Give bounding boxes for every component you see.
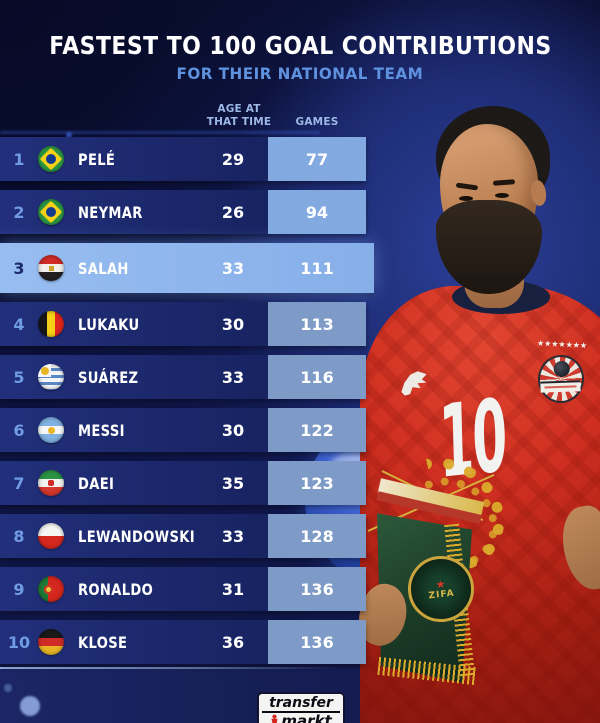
bokeh-dot <box>4 684 12 692</box>
games-cell: 94 <box>268 190 366 234</box>
player-eye <box>495 193 509 198</box>
rank: 10 <box>7 632 31 652</box>
age-value: 36 <box>221 632 245 652</box>
table-row: 6 MESSI 30 122 <box>0 408 366 452</box>
player-name: KLOSE <box>78 632 128 652</box>
games-value: 136 <box>300 632 334 652</box>
games-value: 128 <box>300 526 334 546</box>
table-row: 5 SUÁREZ 33 116 <box>0 355 366 399</box>
rank: 8 <box>13 526 25 546</box>
table-row: 4 LUKAKU 30 113 <box>0 302 366 346</box>
bokeh-dot <box>66 132 72 138</box>
brazil-flag-icon <box>38 199 64 225</box>
poland-flag-icon <box>38 523 64 549</box>
column-header-age: AGE AT THAT TIME <box>206 103 272 128</box>
pennant-text: ZIFA <box>428 588 456 601</box>
rank: 7 <box>13 473 25 493</box>
games-cell: 136 <box>268 620 366 664</box>
logo-text-transfer: transfer <box>262 695 340 713</box>
rank: 1 <box>13 149 25 169</box>
player-name: LUKAKU <box>78 314 140 334</box>
brazil-flag-icon <box>38 146 64 172</box>
page-title: FASTEST TO 100 GOAL CONTRIBUTIONS <box>48 31 552 60</box>
rank: 5 <box>13 367 25 387</box>
table-row: 9 RONALDO 31 136 <box>0 567 366 611</box>
table-row: 2 NEYMAR 26 94 <box>0 190 366 234</box>
age-value: 26 <box>221 202 245 222</box>
games-cell: 116 <box>268 355 366 399</box>
argentina-flag-icon <box>38 417 64 443</box>
belgium-flag-icon <box>38 311 64 337</box>
games-cell: 128 <box>268 514 366 558</box>
rank: 3 <box>13 258 25 278</box>
games-value: 113 <box>300 314 334 334</box>
games-value: 77 <box>305 149 329 169</box>
table-row: 1 PELÉ 29 77 <box>0 137 366 181</box>
age-value: 29 <box>221 149 245 169</box>
page-subtitle: FOR THEIR NATIONAL TEAM <box>176 64 424 83</box>
column-header-games: GAMES <box>295 116 339 128</box>
age-value: 35 <box>221 473 245 493</box>
crest-band <box>540 380 581 393</box>
player-name: MESSI <box>78 420 125 440</box>
transfermarkt-mascot-icon <box>271 714 278 723</box>
header: FASTEST TO 100 GOAL CONTRIBUTIONS FOR TH… <box>0 0 600 83</box>
rank: 4 <box>13 314 25 334</box>
player-name: LEWANDOWSKI <box>78 526 195 546</box>
games-value: 111 <box>300 258 334 278</box>
logo-text-markt: markt <box>281 712 332 723</box>
table-row: 3 SALAH 33 111 <box>0 243 374 293</box>
games-cell: 123 <box>268 461 366 505</box>
player-name: SUÁREZ <box>78 367 139 387</box>
iran-flag-icon <box>38 470 64 496</box>
soccer-ball-icon <box>553 360 571 378</box>
portugal-flag-icon <box>38 576 64 602</box>
germany-flag-icon <box>38 629 64 655</box>
uruguay-flag-icon <box>38 364 64 390</box>
glitch-streak <box>0 131 320 134</box>
age-value: 33 <box>221 258 245 278</box>
table-row: 8 LEWANDOWSKI 33 128 <box>0 514 366 558</box>
transfermarkt-logo: transfer markt <box>257 692 345 723</box>
player-name: DAEI <box>78 473 115 493</box>
egypt-flag-icon <box>38 255 64 281</box>
games-value: 123 <box>300 473 334 493</box>
ranking-table: 1 PELÉ 29 77 2 NEYMAR 26 94 3 SALAH 33 1… <box>0 137 374 673</box>
player-name: RONALDO <box>78 579 154 599</box>
games-cell: 136 <box>268 567 366 611</box>
games-cell: 122 <box>268 408 366 452</box>
player-name: SALAH <box>78 258 129 278</box>
games-cell: 77 <box>268 137 366 181</box>
age-value: 31 <box>221 579 245 599</box>
player-name: NEYMAR <box>78 202 143 222</box>
rank: 9 <box>13 579 25 599</box>
table-row: 10 KLOSE 36 136 <box>0 620 366 664</box>
games-cell: 113 <box>268 302 366 346</box>
player-beard <box>436 200 542 294</box>
games-cell: 111 <box>268 243 366 293</box>
games-value: 122 <box>300 420 334 440</box>
age-value: 33 <box>221 367 245 387</box>
games-value: 136 <box>300 579 334 599</box>
player-name: PELÉ <box>78 149 116 169</box>
player-eye <box>459 196 473 201</box>
rank: 6 <box>13 420 25 440</box>
games-value: 116 <box>300 367 334 387</box>
bokeh-dot <box>20 696 40 716</box>
age-value: 30 <box>221 314 245 334</box>
table-row: 7 DAEI 35 123 <box>0 461 366 505</box>
age-value: 30 <box>221 420 245 440</box>
rank: 2 <box>13 202 25 222</box>
games-value: 94 <box>305 202 329 222</box>
age-value: 33 <box>221 526 245 546</box>
